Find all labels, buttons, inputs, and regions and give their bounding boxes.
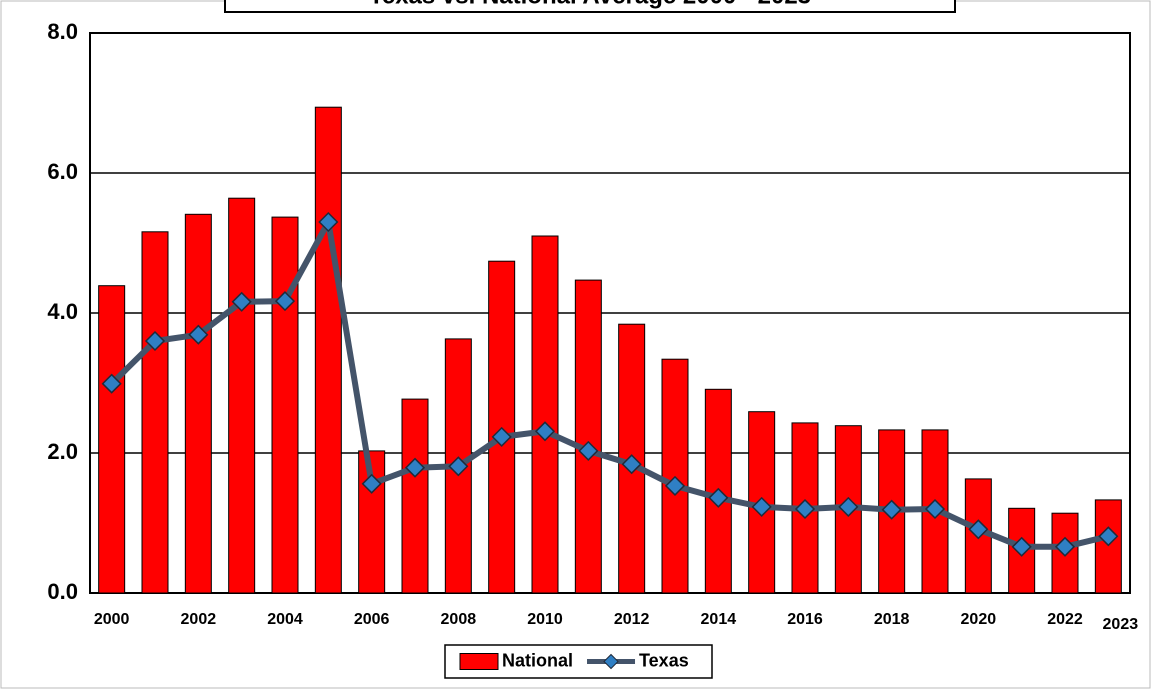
marker [751,496,772,517]
marker [881,499,902,520]
x-tick-label: 2022 [1047,611,1083,628]
marker [924,498,946,520]
legend-label: National [502,650,573,670]
x-tick-label: 2018 [874,611,910,628]
x-tick-label: 2010 [527,611,563,628]
x-tick-label: 2020 [961,611,997,628]
marker [621,454,642,475]
bar [141,231,169,594]
bar [1094,499,1122,594]
legend-marker [603,653,619,670]
bar [271,216,299,594]
marker [361,473,382,494]
plot-border [89,32,1131,594]
marker [144,330,166,352]
marker [534,421,556,442]
marker [1054,536,1076,557]
y-tick-label: 4.0 [47,299,78,324]
bar [98,285,126,594]
marker [838,496,859,517]
line [109,219,1110,550]
y-tick-label: 6.0 [47,159,78,184]
x-tick-label: 2006 [354,611,390,628]
marker [968,519,989,540]
marker [1098,526,1119,547]
y-tick-label: 2.0 [47,439,78,464]
marker [578,440,599,461]
x-tick-label: 2004 [267,611,303,628]
marker [101,373,122,394]
marker [794,498,816,520]
marker [708,487,729,508]
bar [228,197,256,594]
x-tick-label: 2014 [701,611,737,628]
bar [314,106,342,594]
chart-title: Texas vs. National Average 2000 - 2023 [369,0,811,9]
bar [184,213,212,594]
bar [1051,512,1079,594]
bar [401,398,429,594]
x-tick-label: 2008 [441,611,477,628]
title-box [224,0,956,13]
marker [448,456,469,477]
x-tick-label: 2000 [94,611,130,628]
marker [318,211,339,233]
marker [188,324,209,345]
x-tick-label: 2012 [614,611,650,628]
marker [274,291,296,312]
marker [491,426,512,447]
marker [231,291,252,312]
marker [404,457,426,478]
x-tick-label: 2016 [787,611,823,628]
bar [574,279,602,594]
marker [664,475,686,496]
y-tick-label: 8.0 [47,19,78,44]
y-tick-label: 0.0 [47,579,78,604]
legend-swatch [459,653,499,670]
x-tick-label: 2002 [181,611,217,628]
marker [1011,536,1032,557]
x-tick-label: 2023 [1103,616,1139,633]
bar [358,450,386,594]
legend-label: Texas [639,650,689,670]
bar [531,235,559,594]
